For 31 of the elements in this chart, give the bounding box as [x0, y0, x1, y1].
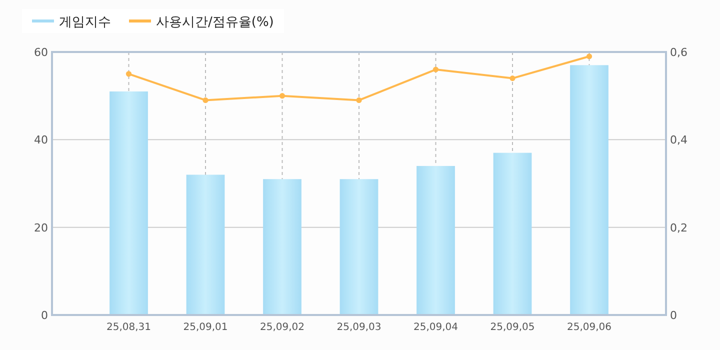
- y-tick-label: 40: [34, 134, 48, 147]
- y2-tick-label: 0,4: [670, 134, 688, 147]
- x-tick-label: 25,09,01: [183, 322, 228, 333]
- x-tick-label: 25,08,31: [106, 322, 152, 333]
- bar: [493, 152, 532, 315]
- point: [202, 97, 208, 104]
- x-tick-label: 25,09,03: [336, 322, 382, 333]
- x-tick-label: 25,09,04: [413, 322, 458, 333]
- y2-tick-label: 0: [670, 309, 677, 322]
- x-tick-label: 25,09,06: [566, 322, 612, 333]
- point: [126, 71, 132, 77]
- point: [586, 54, 592, 60]
- y2-tick-label: 0,6: [670, 46, 688, 59]
- point: [356, 97, 362, 104]
- y-tick-label: 0: [41, 309, 48, 322]
- bar: [186, 174, 225, 315]
- legend-label: 사용시간/점유율(%): [156, 15, 274, 30]
- y2-tick-label: 0,2: [670, 221, 688, 234]
- bar: [110, 91, 148, 315]
- y-tick-label: 20: [34, 221, 48, 234]
- legend-label: 게임지수: [59, 15, 111, 30]
- bar: [570, 65, 608, 315]
- y-tick-label: 60: [34, 46, 48, 59]
- x-tick-label: 25,09,02: [260, 322, 305, 333]
- point: [432, 66, 439, 72]
- x-tick-label: 25,09,05: [490, 322, 535, 333]
- bar: [263, 179, 302, 315]
- point: [279, 93, 286, 99]
- point: [510, 76, 516, 82]
- bar: [340, 179, 378, 315]
- bar: [416, 166, 455, 315]
